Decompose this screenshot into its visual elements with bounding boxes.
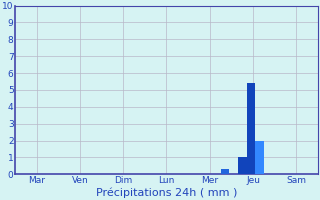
- Bar: [221, 169, 229, 174]
- X-axis label: Précipitations 24h ( mm ): Précipitations 24h ( mm ): [96, 187, 237, 198]
- Bar: [255, 141, 264, 174]
- Bar: [246, 83, 255, 174]
- Bar: [238, 157, 246, 174]
